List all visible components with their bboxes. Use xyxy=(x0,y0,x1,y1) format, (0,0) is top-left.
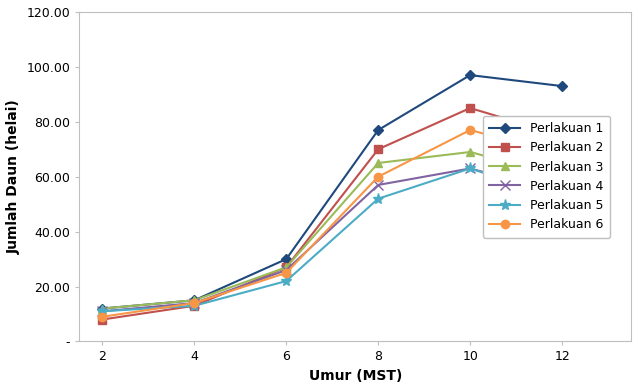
Perlakuan 1 xyxy=(466,73,474,78)
Perlakuan 5 xyxy=(283,279,290,284)
Perlakuan 3 xyxy=(283,265,290,269)
Legend: Perlakuan 1, Perlakuan 2, Perlakuan 3, Perlakuan 4, Perlakuan 5, Perlakuan 6: Perlakuan 1, Perlakuan 2, Perlakuan 3, P… xyxy=(483,116,610,238)
Perlakuan 6 xyxy=(375,174,382,179)
Perlakuan 4 xyxy=(558,191,566,195)
Perlakuan 1 xyxy=(283,257,290,261)
Perlakuan 2 xyxy=(466,106,474,110)
Y-axis label: Jumlah Daun (helai): Jumlah Daun (helai) xyxy=(7,99,21,254)
Line: Perlakuan 5: Perlakuan 5 xyxy=(97,163,568,317)
Perlakuan 2 xyxy=(558,133,566,138)
Perlakuan 5 xyxy=(558,196,566,201)
Perlakuan 3 xyxy=(466,150,474,154)
Perlakuan 4 xyxy=(191,301,198,305)
Perlakuan 3 xyxy=(98,306,106,311)
Perlakuan 1 xyxy=(191,298,198,303)
Perlakuan 2 xyxy=(375,147,382,152)
Perlakuan 6 xyxy=(283,271,290,275)
Perlakuan 2 xyxy=(191,303,198,308)
Perlakuan 1 xyxy=(98,306,106,311)
Line: Perlakuan 1: Perlakuan 1 xyxy=(99,72,565,312)
Line: Perlakuan 2: Perlakuan 2 xyxy=(98,104,567,324)
Perlakuan 4 xyxy=(98,309,106,314)
Perlakuan 2 xyxy=(98,317,106,322)
Perlakuan 1 xyxy=(375,128,382,132)
Perlakuan 6 xyxy=(558,152,566,157)
Perlakuan 6 xyxy=(98,314,106,319)
Perlakuan 3 xyxy=(558,174,566,179)
Perlakuan 3 xyxy=(375,161,382,165)
Perlakuan 4 xyxy=(283,268,290,272)
Perlakuan 6 xyxy=(191,301,198,305)
Line: Perlakuan 3: Perlakuan 3 xyxy=(98,148,567,313)
Perlakuan 2 xyxy=(283,265,290,269)
Perlakuan 5 xyxy=(375,196,382,201)
Perlakuan 5 xyxy=(98,309,106,314)
Perlakuan 1 xyxy=(558,84,566,89)
Perlakuan 4 xyxy=(375,183,382,187)
Perlakuan 3 xyxy=(191,298,198,303)
Perlakuan 4 xyxy=(466,166,474,171)
Line: Perlakuan 6: Perlakuan 6 xyxy=(98,126,567,321)
X-axis label: Umur (MST): Umur (MST) xyxy=(309,369,402,383)
Line: Perlakuan 4: Perlakuan 4 xyxy=(98,164,567,316)
Perlakuan 5 xyxy=(191,303,198,308)
Perlakuan 6 xyxy=(466,128,474,132)
Perlakuan 5 xyxy=(466,166,474,171)
